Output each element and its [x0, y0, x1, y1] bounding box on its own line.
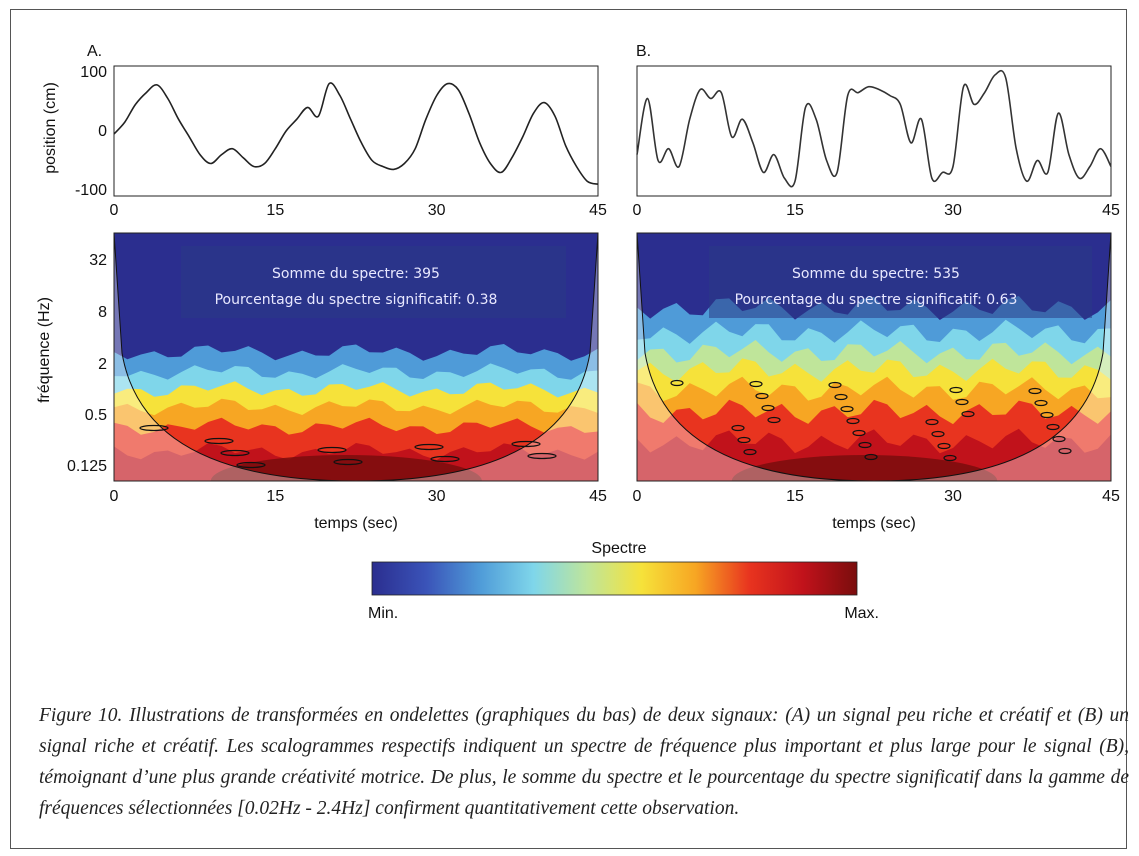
line-a-ytick: -100	[75, 182, 107, 199]
panel-a-label: A.	[87, 43, 102, 60]
scalo-a-ytick: 0.125	[67, 458, 107, 475]
scalo-a-xtick: 0	[110, 488, 119, 505]
colorbar-min-label: Min.	[368, 605, 398, 622]
colorbar-title: Spectre	[591, 540, 646, 557]
line-a-xtick: 0	[110, 202, 119, 219]
scalogram-a-frame	[113, 232, 599, 482]
scalo-a-ytick: 2	[98, 356, 107, 373]
scalo-a-xtick: 45	[589, 488, 607, 505]
line-a-ytick: 100	[80, 64, 107, 81]
scalo-b-xtick: 45	[1102, 488, 1120, 505]
scalo-a-ytick: 32	[89, 252, 107, 269]
scalo-b-xtick: 30	[944, 488, 962, 505]
scalo-a-ytick: 0.5	[85, 407, 107, 424]
colorbar	[371, 561, 858, 596]
x-axis-label-b: temps (sec)	[832, 515, 916, 532]
line-a-xtick: 15	[266, 202, 284, 219]
y-axis-label-frequency: fréquence (Hz)	[36, 297, 53, 403]
annotation-b-sum: Somme du spectre: 535	[792, 266, 960, 282]
line-a-xtick: 45	[589, 202, 607, 219]
y-axis-label-position: position (cm)	[42, 82, 59, 174]
figure-frame: A. B. position (cm) 0 15 30 45 0 15 30 45 100 0 -1…	[10, 9, 1129, 849]
line-b-xtick: 15	[786, 202, 804, 219]
annotation-a-sum: Somme du spectre: 395	[272, 266, 440, 282]
line-b-xtick: 0	[633, 202, 642, 219]
scalogram-ticks: 0 15 30 45 0 15 30 45 32 8 2 0.5 0.125	[67, 252, 1120, 505]
line-a-xtick: 30	[428, 202, 446, 219]
x-axis-label-a: temps (sec)	[314, 515, 398, 532]
annotation-box-a	[181, 246, 566, 318]
line-b-xtick: 30	[944, 202, 962, 219]
scalo-a-ytick: 8	[98, 304, 107, 321]
line-a-ytick: 0	[98, 123, 107, 140]
panel-b-label: B.	[636, 43, 651, 60]
scalogram-b	[637, 233, 1111, 481]
scalo-a-xtick: 30	[428, 488, 446, 505]
scalo-b-xtick: 0	[633, 488, 642, 505]
line-plot-b-frame	[636, 65, 1112, 197]
scalo-b-xtick: 15	[786, 488, 804, 505]
scalogram-b-frame	[636, 232, 1112, 482]
position-line-a	[113, 82, 599, 185]
position-line-b	[636, 70, 1112, 188]
annotation-a-percent: Pourcentage du spectre significatif: 0.3…	[215, 292, 498, 308]
figure-canvas: A. B. position (cm) 0 15 30 45 0 15 30 451000-1…	[36, 43, 1120, 622]
figure-caption: Figure 10. Illustrations de transformées…	[39, 705, 1129, 819]
line-b-xtick: 45	[1102, 202, 1120, 219]
annotation-box-b	[709, 246, 1092, 318]
scalo-a-xtick: 15	[266, 488, 284, 505]
colorbar-max-label: Max.	[844, 605, 879, 622]
annotation-b-percent: Pourcentage du spectre significatif: 0.6…	[735, 292, 1018, 308]
